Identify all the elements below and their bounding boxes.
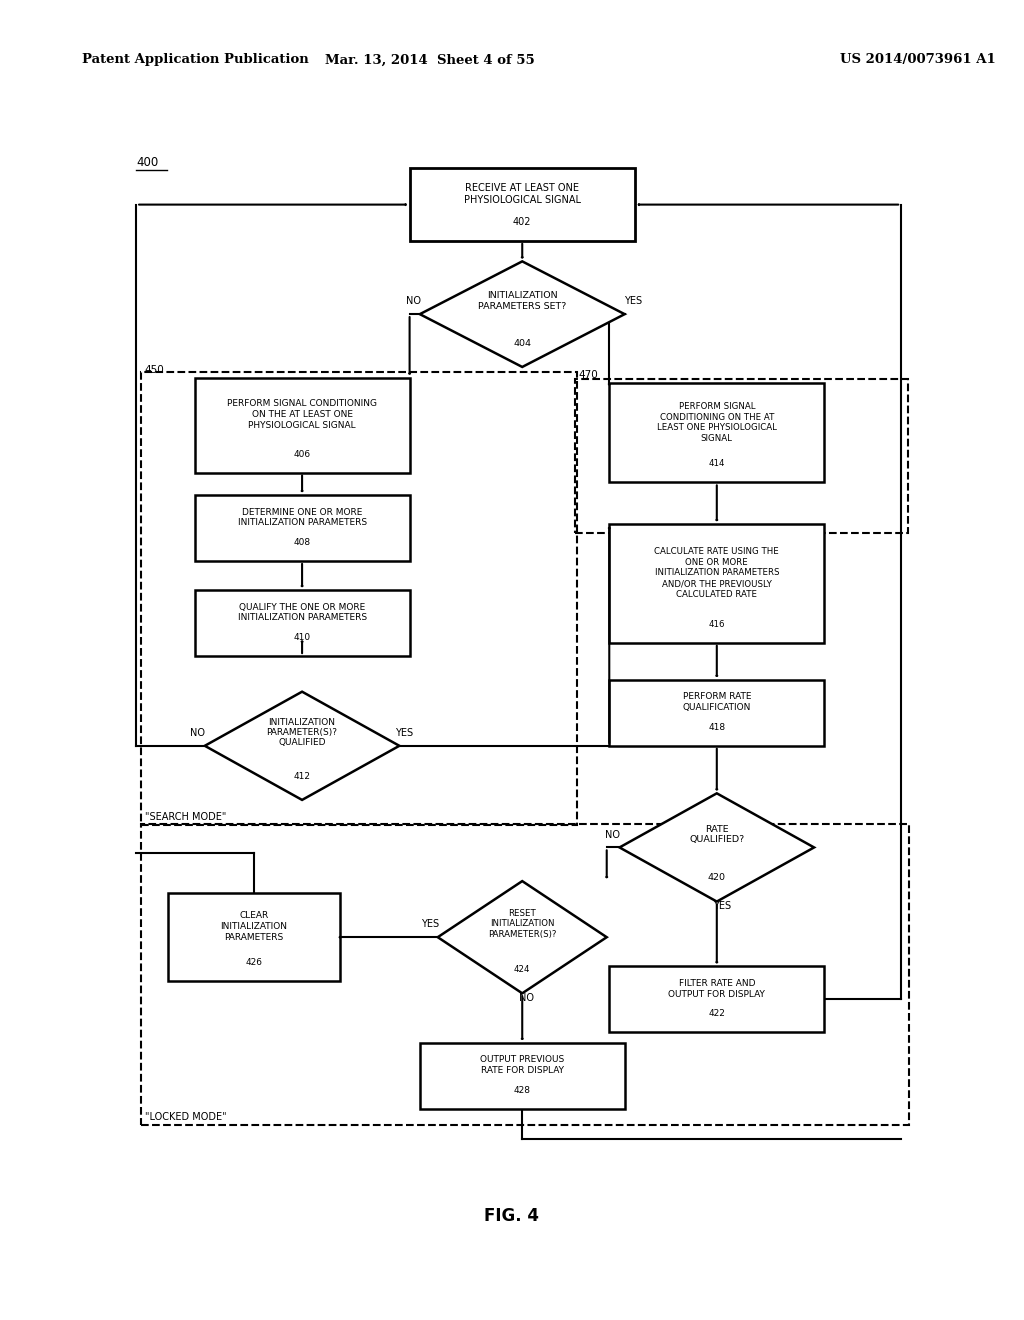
Text: 428: 428 — [514, 1086, 530, 1094]
Text: 406: 406 — [294, 450, 310, 458]
Text: NO: NO — [407, 296, 421, 306]
Text: NO: NO — [519, 993, 534, 1003]
Text: CLEAR
INITIALIZATION
PARAMETERS: CLEAR INITIALIZATION PARAMETERS — [220, 911, 288, 942]
Polygon shape — [620, 793, 814, 902]
Text: 450: 450 — [144, 364, 164, 375]
Text: "SEARCH MODE": "SEARCH MODE" — [145, 812, 226, 822]
Text: QUALIFY THE ONE OR MORE
INITIALIZATION PARAMETERS: QUALIFY THE ONE OR MORE INITIALIZATION P… — [238, 603, 367, 622]
Bar — [609, 680, 824, 746]
Text: YES: YES — [395, 727, 414, 738]
Text: 424: 424 — [514, 965, 530, 974]
Bar — [609, 966, 824, 1032]
Text: 414: 414 — [709, 459, 725, 469]
Text: 418: 418 — [709, 723, 725, 731]
Text: YES: YES — [624, 296, 642, 306]
Text: DETERMINE ONE OR MORE
INITIALIZATION PARAMETERS: DETERMINE ONE OR MORE INITIALIZATION PAR… — [238, 508, 367, 527]
Text: RESET
INITIALIZATION
PARAMETER(S)?: RESET INITIALIZATION PARAMETER(S)? — [488, 909, 556, 939]
Text: CALCULATE RATE USING THE
ONE OR MORE
INITIALIZATION PARAMETERS
AND/OR THE PREVIO: CALCULATE RATE USING THE ONE OR MORE INI… — [654, 546, 779, 599]
Text: RECEIVE AT LEAST ONE
PHYSIOLOGICAL SIGNAL: RECEIVE AT LEAST ONE PHYSIOLOGICAL SIGNA… — [464, 183, 581, 205]
Text: INITIALIZATION
PARAMETER(S)?
QUALIFIED: INITIALIZATION PARAMETER(S)? QUALIFIED — [266, 718, 338, 747]
Text: "LOCKED MODE": "LOCKED MODE" — [145, 1111, 227, 1122]
Text: INITIALIZATION
PARAMETERS SET?: INITIALIZATION PARAMETERS SET? — [478, 292, 566, 310]
Text: RATE
QUALIFIED?: RATE QUALIFIED? — [689, 825, 744, 843]
Polygon shape — [205, 692, 399, 800]
Text: YES: YES — [421, 919, 439, 929]
Bar — [168, 894, 340, 982]
Bar — [141, 372, 577, 825]
Bar — [195, 495, 410, 561]
Bar — [195, 378, 410, 473]
Polygon shape — [420, 261, 625, 367]
Text: US 2014/0073961 A1: US 2014/0073961 A1 — [840, 53, 995, 66]
Text: NO: NO — [605, 829, 620, 840]
Text: PERFORM SIGNAL CONDITIONING
ON THE AT LEAST ONE
PHYSIOLOGICAL SIGNAL: PERFORM SIGNAL CONDITIONING ON THE AT LE… — [227, 399, 377, 430]
Text: 402: 402 — [513, 218, 531, 227]
Text: YES: YES — [713, 900, 731, 911]
Polygon shape — [438, 882, 606, 993]
Bar — [410, 168, 635, 242]
Text: PERFORM RATE
QUALIFICATION: PERFORM RATE QUALIFICATION — [683, 693, 751, 711]
Text: 408: 408 — [294, 539, 310, 546]
Text: 412: 412 — [294, 772, 310, 780]
Bar — [609, 524, 824, 643]
Text: FILTER RATE AND
OUTPUT FOR DISPLAY: FILTER RATE AND OUTPUT FOR DISPLAY — [669, 979, 765, 998]
Text: Patent Application Publication: Patent Application Publication — [82, 53, 308, 66]
Text: 416: 416 — [709, 620, 725, 628]
Bar — [141, 824, 909, 1125]
Text: 422: 422 — [709, 1010, 725, 1018]
Bar — [575, 379, 908, 533]
Text: 410: 410 — [294, 634, 310, 642]
Text: 400: 400 — [136, 156, 159, 169]
Text: Mar. 13, 2014  Sheet 4 of 55: Mar. 13, 2014 Sheet 4 of 55 — [326, 53, 535, 66]
Text: 470: 470 — [579, 370, 598, 380]
Text: FIG. 4: FIG. 4 — [484, 1206, 540, 1225]
Bar — [195, 590, 410, 656]
Text: 420: 420 — [708, 874, 726, 882]
Bar — [420, 1043, 625, 1109]
Bar — [609, 383, 824, 482]
Text: 426: 426 — [246, 958, 262, 968]
Text: 404: 404 — [513, 339, 531, 347]
Text: OUTPUT PREVIOUS
RATE FOR DISPLAY: OUTPUT PREVIOUS RATE FOR DISPLAY — [480, 1056, 564, 1074]
Text: NO: NO — [190, 727, 205, 738]
Text: PERFORM SIGNAL
CONDITIONING ON THE AT
LEAST ONE PHYSIOLOGICAL
SIGNAL: PERFORM SIGNAL CONDITIONING ON THE AT LE… — [656, 401, 777, 444]
